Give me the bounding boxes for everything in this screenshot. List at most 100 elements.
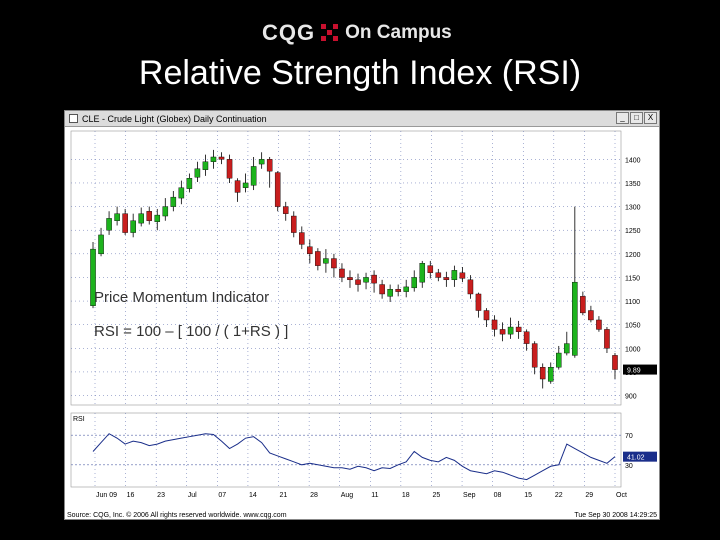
- date-axis-label: 08: [494, 492, 502, 499]
- candle-down: [146, 211, 152, 221]
- rsi-current-label: 41.02: [627, 455, 645, 462]
- date-axis-label: 18: [402, 492, 410, 499]
- price-axis-label: 1350: [625, 181, 641, 188]
- candle-down: [291, 215, 297, 233]
- candle-down: [282, 206, 289, 214]
- candle-up: [90, 248, 96, 306]
- candle-down: [459, 272, 466, 279]
- candle-up: [170, 196, 177, 207]
- candle-up: [411, 277, 417, 289]
- candle-up: [258, 159, 265, 165]
- close-button[interactable]: X: [644, 112, 657, 124]
- date-axis-label: Sep: [463, 492, 476, 499]
- slide-title: Relative Strength Index (RSI): [138, 54, 582, 92]
- candle-down: [266, 159, 273, 172]
- rsi-formula: RSI = 100 – [ 100 / ( 1+RS ) ]: [94, 323, 289, 340]
- window-titlebar[interactable]: CLE - Crude Light (Globex) Daily Continu…: [65, 111, 659, 127]
- candle-up: [210, 156, 217, 162]
- price-axis-label: 1050: [625, 323, 641, 330]
- candle-down: [347, 277, 353, 281]
- date-axis-label: 22: [555, 492, 563, 499]
- candle-down: [588, 310, 594, 321]
- candle-down: [331, 258, 337, 269]
- price-axis-label: 1150: [625, 275, 640, 282]
- candle-down: [218, 156, 225, 160]
- candle-up: [419, 263, 426, 283]
- candle-down: [499, 329, 506, 335]
- date-axis-label: 11: [371, 492, 378, 499]
- candle-up: [98, 234, 104, 255]
- candle-down: [274, 172, 281, 207]
- price-axis-label: 1200: [625, 252, 641, 259]
- candle-up: [130, 220, 136, 233]
- candle-up: [572, 281, 578, 356]
- candle-down: [467, 279, 474, 295]
- candle-up: [556, 352, 562, 368]
- price-axis-label: 900: [625, 394, 637, 401]
- candle-down: [379, 284, 385, 295]
- candle-down: [475, 293, 482, 311]
- candle-up: [202, 161, 209, 170]
- current-price-label: 9.89: [627, 368, 641, 375]
- candle-down: [226, 159, 233, 179]
- maximize-button[interactable]: □: [630, 112, 643, 124]
- candle-up: [178, 187, 185, 199]
- minimize-button[interactable]: _: [616, 112, 629, 124]
- price-axis-label: 1250: [625, 228, 641, 235]
- date-axis-label: 23: [157, 492, 165, 499]
- candle-up: [403, 286, 409, 292]
- date-axis-label: 15: [524, 492, 532, 499]
- price-chart[interactable]: 1400135013001250120011501100105010009509…: [65, 127, 659, 519]
- candle-up: [242, 182, 249, 188]
- price-pane: [70, 130, 622, 406]
- rsi-pane: [70, 412, 622, 488]
- candle-down: [299, 232, 305, 245]
- candle-down: [307, 246, 313, 255]
- candle-down: [339, 268, 345, 278]
- candle-up: [564, 343, 570, 354]
- candle-up: [186, 178, 193, 189]
- candle-down: [580, 296, 586, 314]
- cqg-logo: CQG On Campus: [262, 20, 462, 46]
- candle-down: [539, 367, 546, 380]
- candle-down: [395, 289, 401, 292]
- date-axis-label: 14: [249, 492, 257, 499]
- date-axis-label: Jul: [188, 492, 197, 499]
- candle-down: [604, 329, 610, 349]
- candle-up: [106, 218, 112, 231]
- rsi-pane-label: RSI: [73, 416, 85, 423]
- window-title: CLE - Crude Light (Globex) Daily Continu…: [82, 113, 267, 124]
- candle-down: [234, 180, 241, 193]
- date-axis-label: 07: [218, 492, 226, 499]
- candle-up: [250, 166, 257, 186]
- price-axis-label: 1100: [625, 299, 640, 306]
- logo-cqg-text: CQG: [262, 20, 316, 45]
- chart-doc-icon: [69, 114, 78, 123]
- copyright-footer: Source: CQG, Inc. © 2006 All rights rese…: [67, 511, 287, 519]
- candle-down: [612, 355, 618, 370]
- candle-up: [162, 206, 169, 217]
- candle-down: [515, 326, 522, 332]
- candle-up: [547, 367, 554, 382]
- candle-down: [523, 331, 530, 344]
- window-controls: _ □ X: [616, 112, 657, 124]
- chart-window[interactable]: CLE - Crude Light (Globex) Daily Continu…: [64, 110, 660, 520]
- candle-down: [531, 343, 538, 368]
- rsi-axis-label: 30: [625, 463, 633, 470]
- candle-down: [371, 274, 377, 284]
- candle-down: [435, 272, 442, 278]
- candle-down: [443, 277, 450, 281]
- date-axis-label: 16: [127, 492, 135, 499]
- price-axis-label: 1300: [625, 205, 641, 212]
- date-axis-label: 25: [432, 492, 440, 499]
- date-axis-label: Oct: [616, 492, 627, 499]
- date-axis-label: Jun 09: [96, 492, 117, 499]
- rsi-axis-label: 70: [625, 433, 633, 440]
- candle-down: [355, 279, 361, 285]
- date-axis-label: 28: [310, 492, 318, 499]
- candle-down: [483, 310, 490, 321]
- timestamp-footer: Tue Sep 30 2008 14:29:25: [574, 512, 657, 519]
- price-axis-label: 1400: [625, 157, 641, 164]
- candle-up: [194, 168, 201, 178]
- candle-down: [427, 265, 434, 273]
